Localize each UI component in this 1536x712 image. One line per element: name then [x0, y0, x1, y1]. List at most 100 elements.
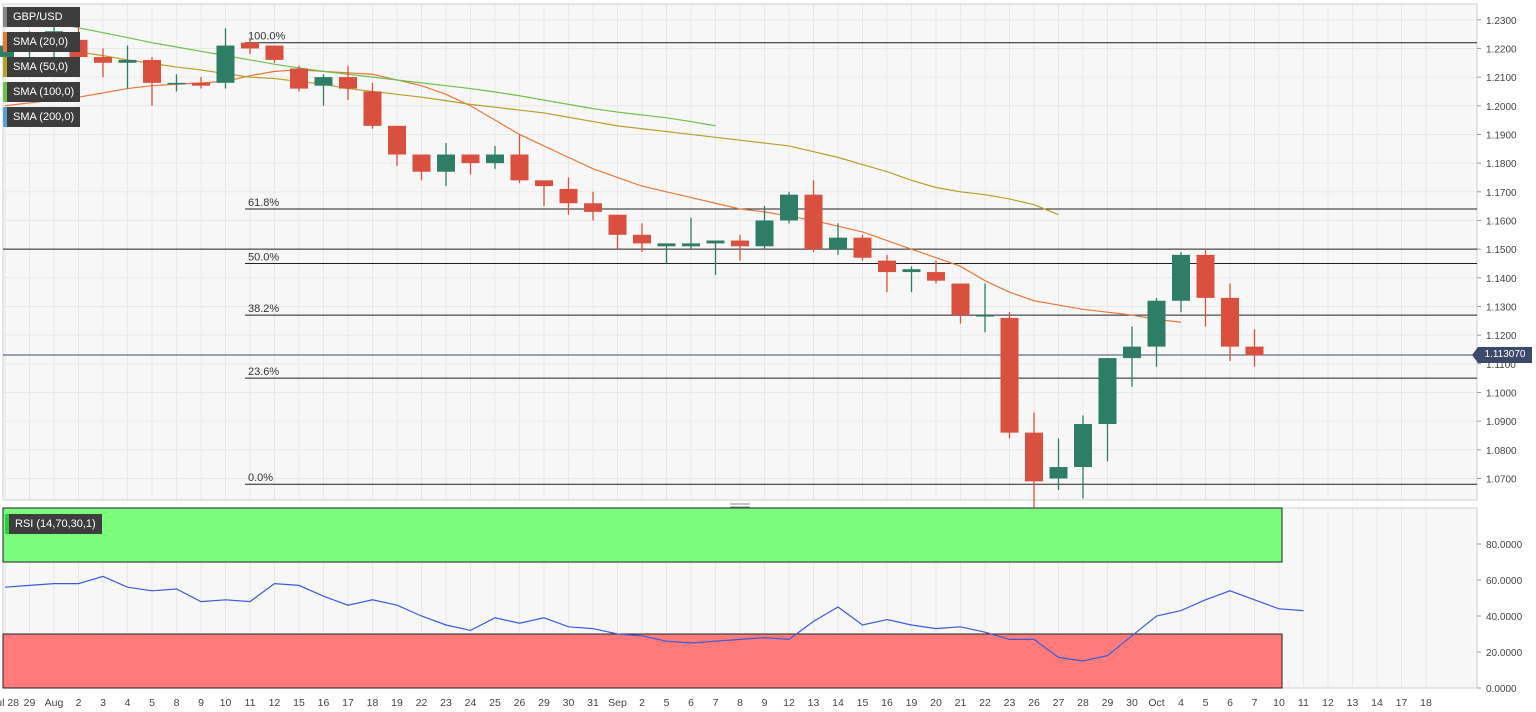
price-tick-label: 1.1400 — [1486, 274, 1517, 285]
fib-label: 0.0% — [248, 472, 273, 484]
x-tick-label: 8 — [174, 697, 180, 709]
x-tick-label: 20 — [930, 697, 942, 709]
legend-symbol[interactable]: GBP/USD — [3, 7, 81, 27]
x-tick-label: 27 — [1053, 697, 1065, 709]
x-tick-label: 5 — [664, 697, 670, 709]
legend-sma-50[interactable]: SMA (50,0) — [3, 57, 81, 77]
x-tick-label: 25 — [489, 697, 501, 709]
x-tick-label: 19 — [906, 697, 918, 709]
legend-sma-200[interactable]: SMA (200,0) — [3, 107, 81, 127]
candle-body — [486, 154, 504, 164]
sma-20-label: SMA (20,0) — [13, 36, 69, 48]
fib-label: 100.0% — [248, 31, 286, 43]
candle-body — [1049, 467, 1068, 479]
candle-body — [804, 194, 823, 250]
candle-body — [1123, 346, 1141, 359]
candle-body — [853, 237, 872, 258]
x-tick-label: 30 — [563, 697, 575, 709]
rsi-tick-label: 20.0000 — [1486, 648, 1523, 659]
x-tick-label: 21 — [955, 697, 967, 709]
x-tick-label: 2 — [639, 697, 645, 709]
price-tick-label: 1.1600 — [1486, 216, 1517, 227]
candle-body — [1221, 297, 1239, 347]
candle-body — [192, 82, 210, 86]
x-tick-label: 23 — [440, 697, 452, 709]
x-tick-label: 29 — [1102, 697, 1114, 709]
legend-sma-20[interactable]: SMA (20,0) — [3, 32, 81, 52]
candle-body — [1245, 346, 1264, 356]
price-tick-label: 1.1500 — [1486, 245, 1517, 256]
x-tick-label: 29 — [538, 697, 550, 709]
price-tick-label: 1.1000 — [1486, 388, 1517, 399]
sma-50-label: SMA (50,0) — [13, 61, 69, 73]
x-tick-label: 15 — [293, 697, 305, 709]
candle-body — [951, 283, 970, 316]
fib-label: 23.6% — [248, 366, 279, 378]
candle-body — [927, 272, 945, 281]
price-tick-label: 1.0900 — [1486, 417, 1517, 428]
candle-body — [363, 91, 382, 126]
candle-body — [657, 243, 676, 247]
candle-body — [755, 220, 774, 247]
fib-label: 38.2% — [248, 303, 279, 315]
x-tick-label: Jul 28 — [0, 697, 19, 709]
x-tick-label: 2 — [76, 697, 82, 709]
candle-body — [216, 45, 235, 83]
symbol-label: GBP/USD — [13, 11, 63, 23]
x-tick-label: 13 — [808, 697, 820, 709]
x-tick-label: 14 — [832, 697, 844, 709]
x-tick-label: 12 — [269, 697, 281, 709]
candle-body — [682, 243, 700, 247]
x-tick-label: 10 — [1273, 697, 1285, 709]
x-tick-label: 31 — [587, 697, 599, 709]
candle-body — [1074, 424, 1092, 468]
x-tick-label: 7 — [713, 697, 719, 709]
sma-line — [4, 10, 716, 127]
rsi-tick-label: 0.0000 — [1486, 684, 1517, 695]
x-tick-label: 16 — [318, 697, 330, 709]
candle-body — [143, 59, 161, 83]
x-tick-label: 19 — [391, 697, 403, 709]
legend-rsi[interactable]: RSI (14,70,30,1) — [5, 514, 102, 534]
x-tick-label: 18 — [1420, 697, 1432, 709]
candle-body — [608, 214, 627, 235]
x-tick-label: 14 — [1371, 697, 1383, 709]
candle-body — [290, 68, 308, 89]
x-tick-label: 4 — [1178, 697, 1184, 709]
x-tick-label: 17 — [1396, 697, 1408, 709]
rsi-label: RSI (14,70,30,1) — [15, 518, 96, 530]
candle-body — [633, 234, 651, 244]
x-tick-label: 18 — [367, 697, 379, 709]
x-tick-label: 24 — [465, 697, 477, 709]
x-tick-label: 10 — [220, 697, 232, 709]
x-tick-label: 11 — [1298, 697, 1309, 709]
sma-line — [4, 39, 1059, 216]
x-tick-label: 4 — [125, 697, 131, 709]
x-tick-label: 30 — [1126, 697, 1138, 709]
candle-body — [1000, 317, 1019, 433]
candle-body — [829, 237, 847, 250]
candle-body — [902, 269, 921, 273]
price-tick-label: 1.0700 — [1486, 474, 1517, 485]
legend-sma-100[interactable]: SMA (100,0) — [3, 82, 81, 102]
x-tick-label: 12 — [1322, 697, 1334, 709]
x-tick-label: 5 — [149, 697, 155, 709]
indicator-legend: GBP/USD SMA (20,0) SMA (50,0) SMA (100,0… — [3, 7, 81, 127]
price-tick-label: 1.2000 — [1486, 102, 1517, 113]
current-price-tag: 1.113070 — [1472, 347, 1532, 363]
candle-body — [1196, 254, 1215, 298]
x-tick-label: 28 — [1077, 697, 1089, 709]
price-tick-label: 1.1900 — [1486, 130, 1517, 141]
candle-body — [388, 125, 406, 155]
rsi-tick-label: 40.0000 — [1486, 612, 1523, 623]
candle-body — [706, 240, 725, 244]
x-tick-label: 8 — [737, 697, 743, 709]
x-tick-label: 29 — [24, 697, 36, 709]
x-tick-label: 17 — [342, 697, 354, 709]
x-tick-label: 6 — [1227, 697, 1233, 709]
price-tick-label: 1.2200 — [1486, 44, 1517, 55]
price-tick-label: 1.0800 — [1486, 446, 1517, 457]
rsi-overbought-zone — [2, 507, 1283, 563]
candle-body — [118, 59, 137, 63]
